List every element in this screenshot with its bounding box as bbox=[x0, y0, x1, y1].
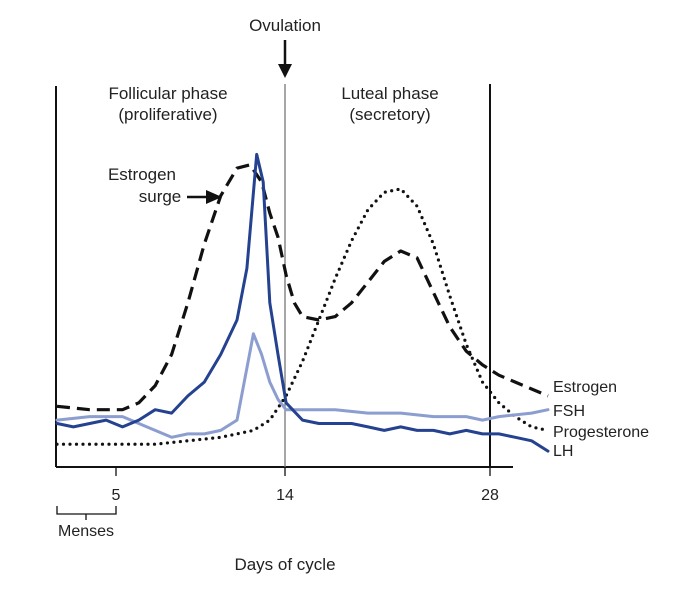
estrogen-surge-sublabel: surge bbox=[139, 187, 182, 206]
x-axis-title: Days of cycle bbox=[234, 555, 335, 574]
x-tick-label-28: 28 bbox=[481, 487, 499, 504]
x-tick-label-14: 14 bbox=[276, 487, 294, 504]
follicular-phase-sublabel: (proliferative) bbox=[118, 105, 217, 124]
menses-label: Menses bbox=[58, 523, 114, 540]
estrogen-surge-label: Estrogen bbox=[108, 165, 176, 184]
follicular-phase-label: Follicular phase bbox=[108, 84, 227, 103]
estrogen-surge-arrow-head-icon bbox=[206, 190, 222, 204]
series-label-estrogen: Estrogen bbox=[553, 379, 617, 396]
series-line-fsh bbox=[55, 332, 550, 439]
luteal-phase-sublabel: (secretory) bbox=[349, 105, 430, 124]
series-layer bbox=[55, 152, 550, 453]
series-line-lh bbox=[55, 152, 550, 453]
ovulation-arrow-head-icon bbox=[278, 64, 292, 78]
x-tick-label-5: 5 bbox=[112, 487, 121, 504]
series-line-estrogen bbox=[56, 163, 549, 412]
menses-bracket bbox=[56, 506, 117, 520]
series-label-progesterone: Progesterone bbox=[553, 424, 649, 441]
series-label-fsh: FSH bbox=[553, 403, 585, 420]
ovulation-label: Ovulation bbox=[249, 16, 321, 35]
luteal-phase-label: Luteal phase bbox=[341, 84, 438, 103]
series-line-progesterone bbox=[55, 187, 550, 446]
series-label-lh: LH bbox=[553, 443, 573, 460]
